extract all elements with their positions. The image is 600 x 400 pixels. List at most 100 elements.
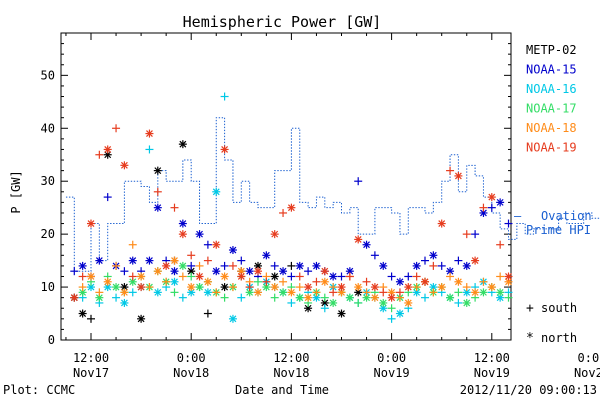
data-point [112, 261, 121, 270]
data-point [270, 293, 279, 302]
data-point [362, 288, 371, 297]
data-point [228, 314, 237, 323]
data-point [462, 283, 471, 292]
x-tick-time-label: 12:00 [73, 351, 109, 365]
legend-entry: NOAA-17 [526, 102, 577, 116]
data-point [370, 283, 379, 292]
data-point [329, 298, 338, 307]
data-point [95, 150, 104, 159]
data-point [128, 288, 137, 297]
data-point [387, 314, 396, 323]
data-point [279, 208, 288, 217]
data-point [120, 161, 129, 170]
data-point [504, 219, 513, 228]
data-point [387, 293, 396, 302]
data-point [70, 267, 79, 276]
data-point [153, 166, 162, 175]
data-point [120, 267, 129, 276]
data-point [87, 219, 95, 228]
data-point [195, 261, 204, 270]
data-point [412, 283, 421, 292]
x-tick-date-label: Nov18 [273, 366, 309, 380]
data-point [237, 256, 246, 265]
data-point [270, 283, 279, 292]
data-point [337, 309, 346, 318]
data-point [395, 309, 404, 318]
data-point [103, 193, 112, 202]
data-point [304, 293, 313, 302]
data-point [412, 272, 421, 281]
data-point [471, 256, 480, 265]
data-point [421, 256, 429, 265]
marker-key-north-symbol: * [526, 331, 534, 346]
data-point [446, 166, 455, 175]
data-point [228, 246, 237, 255]
data-point [137, 314, 146, 323]
data-point [78, 309, 87, 318]
data-point [337, 288, 346, 297]
x-tick-time-label: 12:00 [474, 351, 510, 365]
data-point [95, 293, 104, 302]
legend-entry: NOAA-19 [526, 141, 577, 155]
y-tick-label: 40 [41, 121, 55, 135]
data-point [95, 256, 104, 265]
data-point [228, 261, 237, 270]
data-point [487, 193, 496, 202]
data-point [287, 288, 296, 297]
x-tick-date-label: Nov20 [574, 366, 600, 380]
data-point [78, 272, 87, 281]
data-point [120, 298, 129, 307]
data-point [504, 272, 513, 281]
data-point [128, 272, 137, 281]
x-tick-date-label: Nov19 [474, 366, 510, 380]
data-point [254, 277, 262, 286]
data-point [195, 230, 204, 239]
data-point [203, 277, 212, 286]
data-point [437, 283, 446, 292]
data-point [187, 272, 196, 281]
data-point [404, 272, 413, 281]
data-point [162, 261, 171, 270]
data-point [421, 293, 429, 302]
data-point [354, 235, 363, 244]
data-point [312, 288, 321, 297]
legend-entry: NOAA-15 [526, 63, 577, 77]
data-point [354, 283, 363, 292]
data-point [220, 272, 229, 281]
data-point [454, 256, 463, 265]
data-point [145, 256, 154, 265]
x-tick-date-label: Nov17 [73, 366, 109, 380]
data-point [379, 288, 388, 297]
ovation-legend-line2: Prime HPI [526, 223, 591, 237]
data-point [304, 267, 313, 276]
y-tick-label: 0 [48, 333, 55, 347]
data-point [479, 203, 488, 212]
data-point [329, 272, 338, 281]
y-tick-label: 20 [41, 227, 55, 241]
data-point [320, 304, 329, 313]
data-point [304, 283, 313, 292]
data-point [454, 277, 463, 286]
data-point [195, 272, 204, 281]
data-point [345, 267, 354, 276]
data-point [429, 261, 438, 270]
data-point [337, 272, 346, 281]
data-point [187, 251, 196, 260]
data-point [178, 230, 187, 239]
data-point [145, 283, 154, 292]
data-point [137, 272, 146, 281]
legend-entry: NOAA-18 [526, 121, 577, 135]
data-point [320, 293, 329, 302]
data-point [203, 240, 212, 249]
data-point [103, 277, 112, 286]
ovation-legend: — Ovation Prime HPI [514, 209, 592, 237]
data-point [337, 283, 346, 292]
y-tick-label: 50 [41, 68, 55, 82]
data-point [162, 277, 171, 286]
data-point [354, 298, 363, 307]
data-point [320, 267, 329, 276]
data-point [387, 304, 396, 313]
data-point [437, 261, 446, 270]
data-point [454, 298, 463, 307]
data-point [387, 272, 396, 281]
